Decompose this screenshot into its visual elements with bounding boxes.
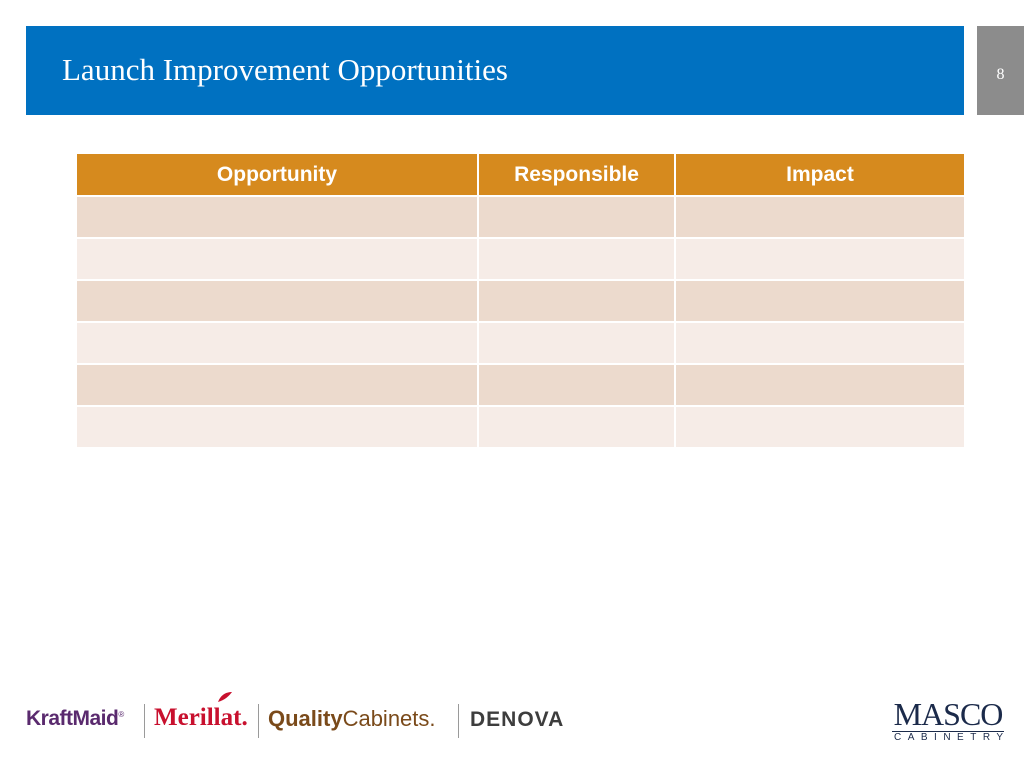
column-header-responsible: Responsible xyxy=(478,154,676,197)
opportunities-table: Opportunity Responsible Impact xyxy=(77,154,964,449)
quality-cabinets-logo: QualityCabinets. xyxy=(268,706,436,732)
logo-divider xyxy=(258,704,259,738)
table-row xyxy=(77,364,964,407)
kraftmaid-wordmark: KraftMaid xyxy=(26,707,119,730)
masco-cabinetry-logo: MASCO CABINETRY xyxy=(888,696,1008,752)
table-cell xyxy=(675,280,964,323)
table-cell xyxy=(675,364,964,407)
cabinets-wordmark: Cabinets. xyxy=(342,706,436,731)
title-bar: Launch Improvement Opportunities xyxy=(26,26,964,115)
logo-divider xyxy=(458,704,459,738)
slide-title: Launch Improvement Opportunities xyxy=(62,52,508,87)
column-header-opportunity: Opportunity xyxy=(77,154,479,197)
kraftmaid-logo: KraftMaid® xyxy=(26,707,124,731)
table-cell xyxy=(675,322,964,365)
merillat-logo: Merillat. xyxy=(154,704,248,731)
table-cell xyxy=(478,406,676,449)
merillat-leaf-icon xyxy=(218,692,232,702)
cabinetry-wordmark: CABINETRY xyxy=(894,732,1010,743)
table-cell xyxy=(478,364,676,407)
logo-rule xyxy=(892,731,1004,732)
table-cell xyxy=(675,238,964,281)
table-cell xyxy=(478,322,676,365)
page-number-box: 8 xyxy=(977,26,1024,115)
table-cell xyxy=(478,196,676,239)
table-row xyxy=(77,196,964,239)
table-cell xyxy=(77,280,479,323)
table-cell xyxy=(77,322,479,365)
table-cell xyxy=(77,196,479,239)
table-cell xyxy=(77,406,479,449)
column-header-impact: Impact xyxy=(675,154,964,197)
table-row xyxy=(77,238,964,281)
quality-wordmark-bold: Quality xyxy=(268,706,343,731)
table-cell xyxy=(478,238,676,281)
table-cell xyxy=(77,364,479,407)
denova-logo: DENOVA xyxy=(470,708,565,731)
table-header-row: Opportunity Responsible Impact xyxy=(77,154,964,197)
table-row xyxy=(77,280,964,323)
logo-divider xyxy=(144,704,145,738)
registered-mark: ® xyxy=(118,710,124,719)
table-cell xyxy=(478,280,676,323)
table-row xyxy=(77,406,964,449)
table-cell xyxy=(675,196,964,239)
table-cell xyxy=(675,406,964,449)
table-row xyxy=(77,322,964,365)
table-cell xyxy=(77,238,479,281)
masco-wordmark: MASCO xyxy=(893,696,1004,732)
page-number: 8 xyxy=(996,66,1005,83)
brand-logos: KraftMaid® Merillat. QualityCabinets. DE… xyxy=(26,690,586,750)
